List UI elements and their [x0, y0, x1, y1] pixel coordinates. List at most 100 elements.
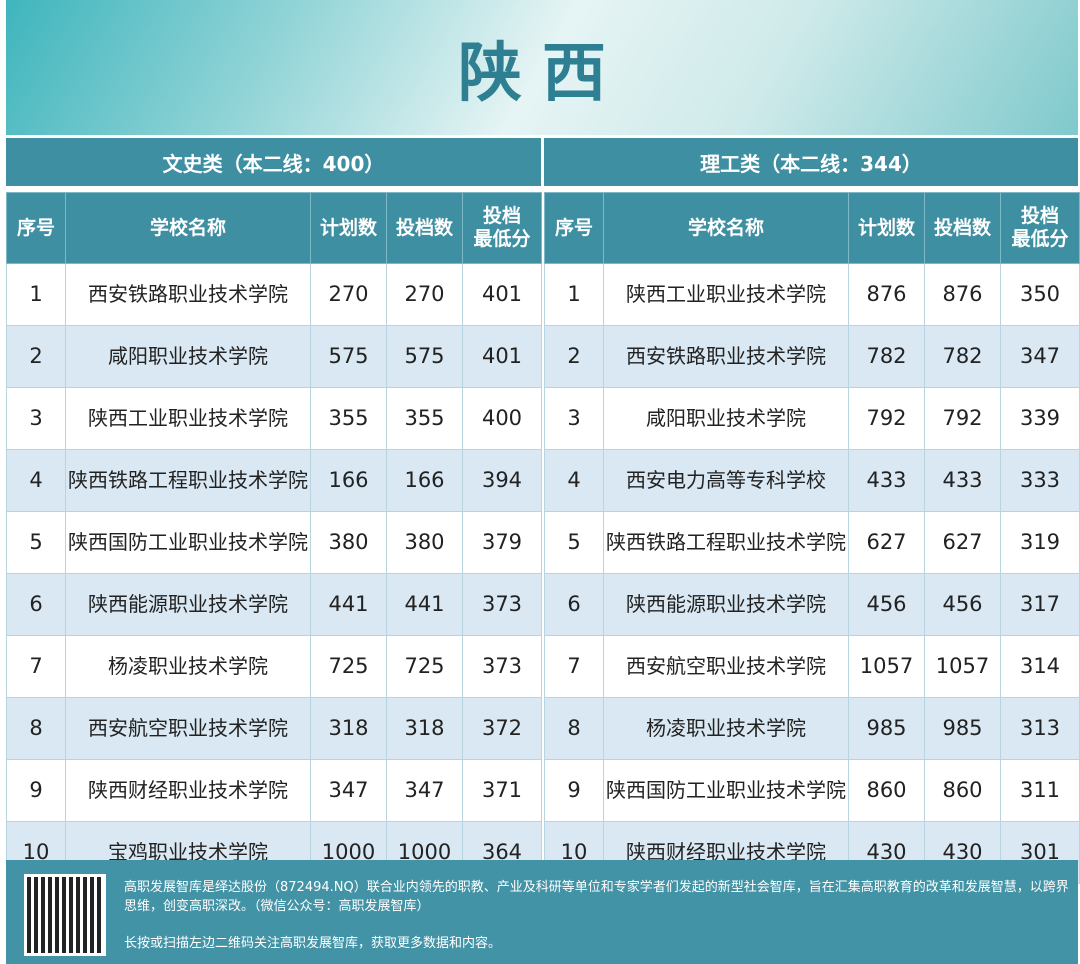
cell: 陕西铁路工程职业技术学院 [603, 511, 849, 574]
cell: 876 [924, 263, 1001, 326]
cell: 166 [310, 449, 387, 512]
table-row: 1 陕西工业职业技术学院 876 876 350 [544, 263, 1080, 326]
cell: 380 [386, 511, 463, 574]
cell: 陕西能源职业技术学院 [603, 573, 849, 636]
cell: 陕西国防工业职业技术学院 [603, 759, 849, 822]
cell: 6 [544, 573, 604, 636]
cell: 西安航空职业技术学院 [603, 635, 849, 698]
cell: 401 [462, 263, 542, 326]
header-row: 序号 学校名称 计划数 投档数 投档 最低分 [6, 192, 542, 264]
table-row: 3 咸阳职业技术学院 792 792 339 [544, 387, 1080, 450]
cell: 陕西工业职业技术学院 [65, 387, 311, 450]
cell: 6 [6, 573, 66, 636]
cell: 456 [924, 573, 1001, 636]
cell: 1 [6, 263, 66, 326]
cell: 166 [386, 449, 463, 512]
cell: 9 [6, 759, 66, 822]
cell: 杨凌职业技术学院 [603, 697, 849, 760]
cell: 318 [386, 697, 463, 760]
cell: 792 [924, 387, 1001, 450]
table-row: 8 杨凌职业技术学院 985 985 313 [544, 697, 1080, 760]
cell: 咸阳职业技术学院 [603, 387, 849, 450]
table-row: 9 陕西财经职业技术学院 347 347 371 [6, 759, 542, 822]
cell: 3 [544, 387, 604, 450]
cell: 西安电力高等专科学校 [603, 449, 849, 512]
footer-description: 高职发展智库是绎达股份（872494.NQ）联合业内领先的职教、产业及科研等单位… [124, 880, 1069, 914]
table-row: 6 陕西能源职业技术学院 456 456 317 [544, 573, 1080, 636]
right-category: 理工类（本二线：344） [544, 138, 1078, 186]
cell: 860 [848, 759, 925, 822]
cell: 401 [462, 325, 542, 388]
cell: 319 [1000, 511, 1080, 574]
qr-code-icon [24, 874, 106, 956]
cell: 7 [544, 635, 604, 698]
column-header: 投档数 [386, 192, 463, 264]
cell: 陕西能源职业技术学院 [65, 573, 311, 636]
cell: 1057 [848, 635, 925, 698]
cell: 792 [848, 387, 925, 450]
column-header: 计划数 [848, 192, 925, 264]
cell: 380 [310, 511, 387, 574]
table-row: 9 陕西国防工业职业技术学院 860 860 311 [544, 759, 1080, 822]
table-row: 4 陕西铁路工程职业技术学院 166 166 394 [6, 449, 542, 512]
cell: 985 [924, 697, 1001, 760]
cell: 355 [310, 387, 387, 450]
cell: 627 [924, 511, 1001, 574]
cell: 陕西国防工业职业技术学院 [65, 511, 311, 574]
cell: 270 [386, 263, 463, 326]
cell: 575 [386, 325, 463, 388]
table-row: 2 咸阳职业技术学院 575 575 401 [6, 325, 542, 388]
column-header: 序号 [544, 192, 604, 264]
title-banner: 陕西 [6, 0, 1078, 135]
table-row: 4 西安电力高等专科学校 433 433 333 [544, 449, 1080, 512]
table-row: 6 陕西能源职业技术学院 441 441 373 [6, 573, 542, 636]
cell: 985 [848, 697, 925, 760]
cell: 433 [924, 449, 1001, 512]
cell: 860 [924, 759, 1001, 822]
cell: 陕西铁路工程职业技术学院 [65, 449, 311, 512]
cell: 441 [310, 573, 387, 636]
header-row: 序号 学校名称 计划数 投档数 投档 最低分 [544, 192, 1080, 264]
cell: 杨凌职业技术学院 [65, 635, 311, 698]
page-title: 陕西 [458, 36, 626, 111]
column-header: 学校名称 [65, 192, 311, 264]
left-category: 文史类（本二线：400） [6, 138, 541, 186]
cell: 782 [924, 325, 1001, 388]
cell: 347 [1000, 325, 1080, 388]
cell: 8 [544, 697, 604, 760]
cell: 1057 [924, 635, 1001, 698]
cell: 456 [848, 573, 925, 636]
cell: 371 [462, 759, 542, 822]
cell: 433 [848, 449, 925, 512]
cell: 318 [310, 697, 387, 760]
cell: 西安铁路职业技术学院 [65, 263, 311, 326]
cell: 347 [310, 759, 387, 822]
table-row: 5 陕西国防工业职业技术学院 380 380 379 [6, 511, 542, 574]
table-row: 3 陕西工业职业技术学院 355 355 400 [6, 387, 542, 450]
cell: 7 [6, 635, 66, 698]
cell: 313 [1000, 697, 1080, 760]
cell: 5 [6, 511, 66, 574]
column-header: 计划数 [310, 192, 387, 264]
cell: 725 [310, 635, 387, 698]
cell: 373 [462, 635, 542, 698]
column-header: 学校名称 [603, 192, 849, 264]
cell: 3 [6, 387, 66, 450]
right-table: 序号 学校名称 计划数 投档数 投档 最低分 1 陕西工业职业技术学院 876 876 350 2 西… [544, 192, 1080, 884]
column-header: 投档 最低分 [462, 192, 542, 264]
cell: 627 [848, 511, 925, 574]
cell: 咸阳职业技术学院 [65, 325, 311, 388]
table-row: 2 西安铁路职业技术学院 782 782 347 [544, 325, 1080, 388]
left-table: 序号 学校名称 计划数 投档数 投档 最低分 1 西安铁路职业技术学院 270 270 401 2 咸… [6, 192, 542, 884]
table-row: 1 西安铁路职业技术学院 270 270 401 [6, 263, 542, 326]
table-row: 8 西安航空职业技术学院 318 318 372 [6, 697, 542, 760]
cell: 317 [1000, 573, 1080, 636]
cell: 876 [848, 263, 925, 326]
table-row: 5 陕西铁路工程职业技术学院 627 627 319 [544, 511, 1080, 574]
cell: 782 [848, 325, 925, 388]
footer-cta: 长按或扫描左边二维码关注高职发展智库，获取更多数据和内容。 [124, 936, 502, 951]
cell: 575 [310, 325, 387, 388]
cell: 陕西工业职业技术学院 [603, 263, 849, 326]
cell: 4 [6, 449, 66, 512]
cell: 陕西财经职业技术学院 [65, 759, 311, 822]
